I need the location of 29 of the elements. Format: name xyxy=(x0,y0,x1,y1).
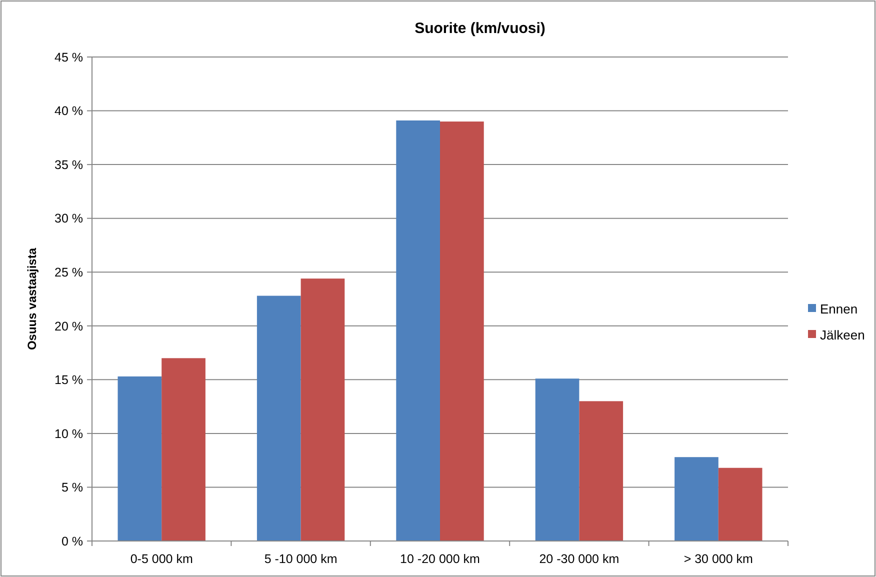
y-tick-label: 5 % xyxy=(61,480,83,495)
bar xyxy=(256,296,301,541)
x-tick-label: 0-5 000 km xyxy=(130,552,193,566)
y-tick-label: 20 % xyxy=(54,319,83,334)
bar xyxy=(396,120,440,541)
chart-title: Suorite (km/vuosi) xyxy=(414,20,546,37)
y-tick-label: 45 % xyxy=(54,50,83,64)
bar xyxy=(118,376,162,541)
bar xyxy=(718,468,762,541)
bar xyxy=(579,401,624,541)
bar xyxy=(300,278,345,541)
x-tick-label: 5 -10 000 km xyxy=(264,552,338,566)
bar xyxy=(162,358,206,541)
y-tick-label: 15 % xyxy=(54,373,83,388)
y-axis-title: Osuus vastaajista xyxy=(25,248,39,350)
y-tick-label: 30 % xyxy=(54,212,83,226)
x-tick-label: > 30 000 km xyxy=(684,552,753,566)
x-tick-label: 10 -20 000 km xyxy=(400,552,480,566)
y-tick-label: 10 % xyxy=(54,426,83,441)
y-tick-label: 25 % xyxy=(54,265,83,280)
bar xyxy=(674,457,718,541)
bar xyxy=(440,122,484,541)
legend-label: Jälkeen xyxy=(820,328,865,343)
y-tick-label: 40 % xyxy=(54,104,83,118)
y-tick-label: 35 % xyxy=(54,158,83,172)
y-tick-label: 0 % xyxy=(61,534,83,548)
legend-label: Ennen xyxy=(820,302,858,317)
bar xyxy=(535,378,580,541)
x-tick-label: 20 -30 000 km xyxy=(539,552,620,566)
